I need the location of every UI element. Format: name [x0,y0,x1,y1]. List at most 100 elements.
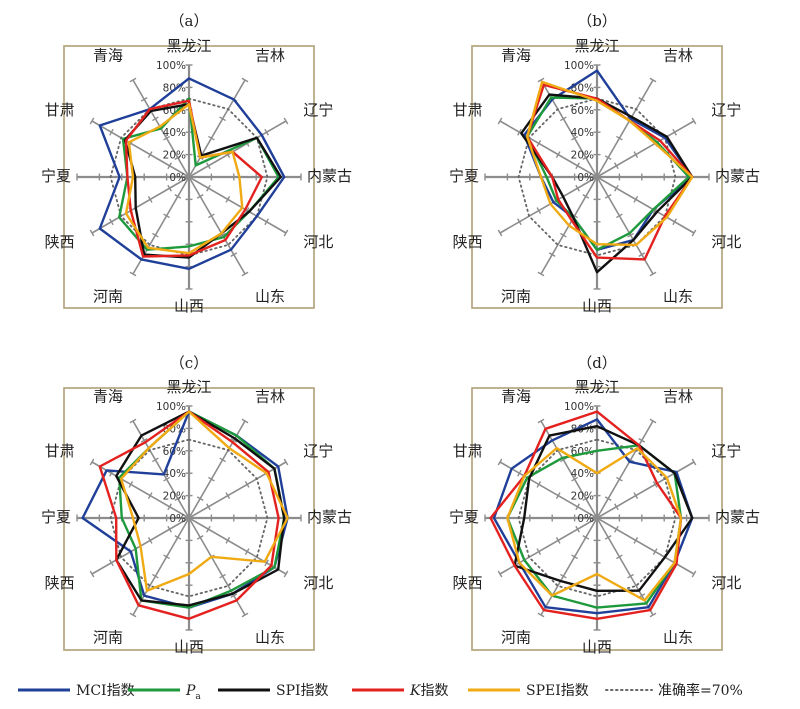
spoke-tick [614,525,619,533]
panel-frame [471,387,723,651]
spoke-tick [152,573,159,579]
spoke-tick [147,537,153,544]
spoke-1 [188,420,246,519]
axis-label: 内蒙古 [307,508,352,526]
axis-label: 河北 [303,233,333,251]
spoke-10 [91,120,190,178]
spoke-tick [219,232,226,238]
axis-label: 吉林 [255,388,285,406]
axis-label: 青海 [501,47,531,65]
spoke-tick [691,229,697,237]
radar-panel-3: （c）0%20%40%60%80%100%黑龙江吉林辽宁内蒙古河北山东山西河南陕… [41,354,352,656]
spoke-4 [188,517,287,575]
axis-label: 青海 [93,388,123,406]
spoke-5 [188,517,246,616]
tick-label: 20% [163,150,186,162]
spoke-tick [497,229,503,237]
spoke-tick [536,481,542,488]
spoke-tick [152,116,159,122]
axis-label: 宁夏 [41,508,71,526]
spoke-tick [614,184,619,192]
spoke-tick [264,128,269,136]
spoke-2 [188,120,287,178]
spoke-tick [129,271,137,277]
spoke-tick [89,458,95,466]
axis-label: 甘肃 [453,101,483,119]
tick-label: 100% [156,401,186,413]
radar-panel-1: （a）0%20%40%60%80%100%黑龙江吉林辽宁内蒙古河北山东山西河南陕… [41,12,352,315]
spoke-tick [633,151,639,158]
spoke-tick [616,554,623,560]
axis-label: 河南 [93,287,123,305]
spoke-tick [129,77,137,83]
spoke-tick [283,570,289,578]
axis-label: 辽宁 [303,101,333,119]
spoke-tick [129,612,137,618]
legend-label-name: SPEI指数 [526,683,589,699]
panel-label: （b） [577,12,617,30]
spoke-tick [497,117,503,125]
spoke-tick [283,229,289,237]
spoke-7 [540,517,598,616]
axis-label: 山东 [255,628,285,646]
axis-label: 吉林 [255,47,285,65]
axis-label: 黑龙江 [166,378,211,396]
axis-label: 山东 [663,287,693,305]
spoke-tick [497,458,503,466]
spoke-tick [649,77,657,83]
spoke-tick [582,496,590,501]
axis-label: 甘肃 [45,442,75,460]
spoke-tick [616,135,623,141]
spoke-tick [649,612,657,618]
spoke-tick [627,232,634,238]
spoke-tick [163,476,170,482]
spoke-tick [283,117,289,125]
spoke-tick [691,458,697,466]
legend-label-threshold: 准确率=70% [658,682,743,699]
spoke-11 [132,420,190,519]
series-line-k [98,410,280,620]
panel-label: （a） [170,12,209,30]
spoke-tick [196,496,204,501]
tick-label: 80% [571,82,594,94]
spoke-tick [691,117,697,125]
spoke-tick [537,612,545,618]
tick-label: 0% [577,513,594,525]
legend-label-name: SPI指数 [276,683,329,699]
spoke-tick [230,438,238,443]
spoke-tick [206,525,211,533]
axis-label: 辽宁 [711,442,741,460]
tick-label: 20% [571,150,594,162]
spoke-tick [163,213,170,219]
axis-label: 青海 [93,47,123,65]
spoke-tick [672,128,677,136]
axis-label: 宁夏 [449,167,479,185]
axis-label: 内蒙古 [307,167,352,185]
spoke-tick [638,97,646,102]
axis-label: 甘肃 [453,442,483,460]
spoke-tick [167,162,172,170]
spoke-tick [638,252,646,257]
spoke-tick [616,476,623,482]
radar-panel-4: （d）0%20%40%60%80%100%黑龙江吉林辽宁内蒙古河北山东山西河南陕… [449,354,760,656]
tick-label: 0% [577,172,594,184]
spoke-tick [147,196,153,203]
series-line-spei [506,447,683,602]
spoke-tick [582,155,590,160]
spoke-tick [89,229,95,237]
spoke-8 [91,176,190,234]
spoke-tick [109,218,114,226]
tick-label: 100% [564,401,594,413]
spoke-4 [596,176,695,234]
spoke-tick [633,537,639,544]
legend-label-mci: MCI指数 [76,683,135,699]
axis-label: 内蒙古 [715,508,760,526]
legend-label-subscript: a [195,692,201,702]
spoke-tick [152,232,159,238]
tick-label: 40% [571,127,594,139]
spoke-4 [188,176,287,234]
spoke-tick [230,252,238,257]
panel-label: （d） [577,354,617,372]
spoke-tick [174,496,182,501]
